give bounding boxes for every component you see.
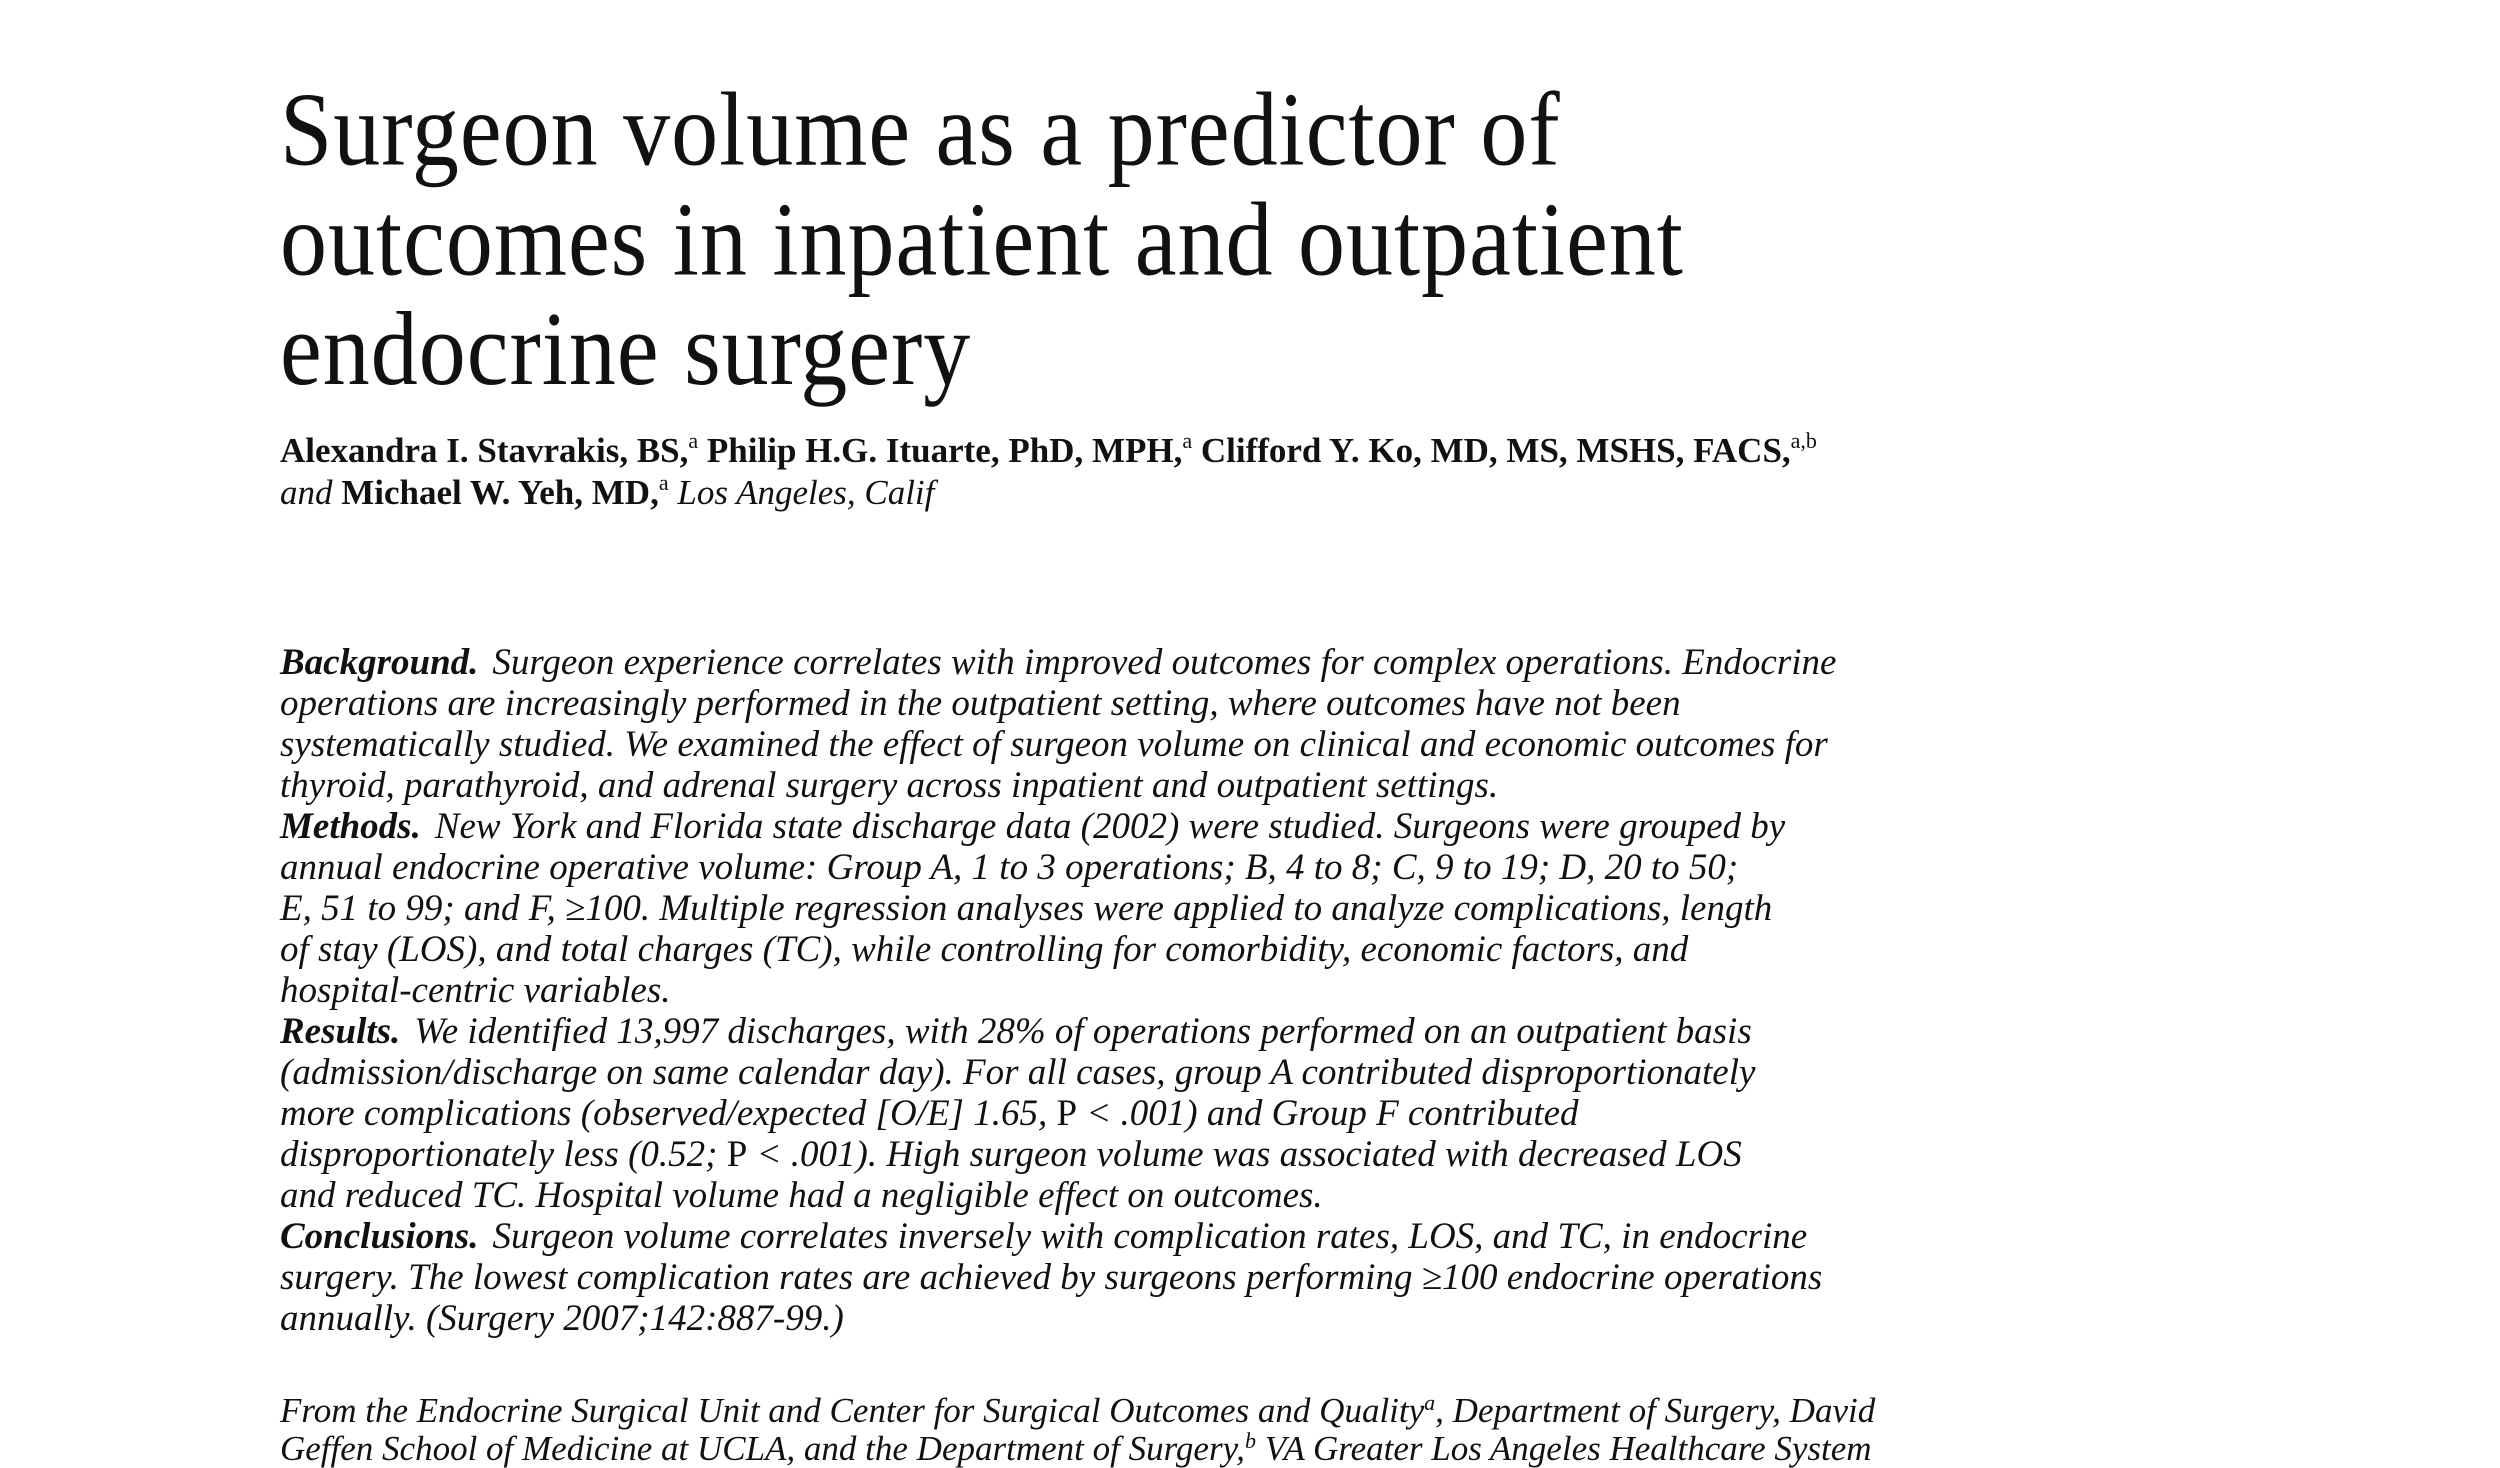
footnote-text: VA Greater Los Angeles Healthcare System (1255, 1429, 1872, 1468)
abstract-text: of stay (LOS), and total charges (TC), w… (280, 929, 1689, 970)
footnote-text: , Department of Surgery, David (1435, 1391, 1876, 1430)
abstract-text: hospital-centric variables. (280, 970, 671, 1011)
paper-title: Surgeon volume as a predictor of outcome… (280, 75, 2280, 404)
affiliation-mark: a (688, 428, 699, 453)
affiliation-footnote: From the Endocrine Surgical Unit and Cen… (280, 1392, 1875, 1468)
abstract-text: E, 51 to 99; and F, ≥100. Multiple regre… (280, 888, 1773, 929)
section-heading: Results. (280, 1011, 401, 1052)
author-name: Clifford Y. Ko, MD, MS, MSHS, FACS, (1192, 431, 1791, 470)
paper-page: Surgeon volume as a predictor of outcome… (280, 75, 2280, 1468)
conjunction: and (280, 473, 342, 512)
abstract-text: New York and Florida state discharge dat… (434, 806, 1786, 847)
affiliation-mark: a (1424, 1390, 1436, 1415)
abstract-results: Results. We identified 13,997 discharges,… (280, 1011, 2280, 1216)
footnote-text: Geffen School of Medicine at UCLA, and t… (280, 1429, 1245, 1468)
author-line: and Michael W. Yeh, MD,a Los Angeles, Ca… (280, 472, 1817, 514)
abstract-text: We identified 13,997 discharges, with 28… (414, 1011, 1752, 1052)
abstract: Background. Surgeon experience correlates… (280, 642, 2280, 1339)
abstract-methods: Methods. New York and Florida state disch… (280, 806, 2280, 1011)
section-heading: Methods. (280, 806, 421, 847)
abstract-text: surgery. The lowest complication rates a… (280, 1257, 1823, 1298)
section-heading: Conclusions. (280, 1216, 479, 1257)
abstract-text: and reduced TC. Hospital volume had a ne… (280, 1175, 1323, 1216)
abstract-text: systematically studied. We examined the … (280, 724, 1828, 765)
abstract-conclusions: Conclusions. Surgeon volume correlates in… (280, 1216, 2280, 1339)
abstract-text: operations are increasingly performed in… (280, 683, 1681, 724)
footnote-text: From the Endocrine Surgical Unit and Cen… (280, 1391, 1425, 1430)
affiliation-mark: a (1182, 428, 1193, 453)
author-list: Alexandra I. Stavrakis, BS,a Philip H.G.… (280, 430, 1817, 514)
affiliation-mark: a (658, 470, 669, 495)
title-line: Surgeon volume as a predictor of (280, 71, 1561, 189)
abstract-text: < .001). High surgeon volume was associa… (747, 1134, 1742, 1175)
author-location: Los Angeles, Calif (668, 473, 935, 512)
p-value-symbol: P (1056, 1093, 1078, 1134)
abstract-text: annual endocrine operative volume: Group… (280, 847, 1739, 888)
p-value-symbol: P (726, 1134, 748, 1175)
section-heading: Background. (280, 642, 479, 683)
title-line: outcomes in inpatient and outpatient (280, 181, 1684, 298)
abstract-text: more complications (observed/expected [O… (280, 1093, 1057, 1134)
author-name: Alexandra I. Stavrakis, BS, (280, 431, 689, 470)
affiliation-mark: b (1244, 1428, 1256, 1453)
abstract-text: annually. (Surgery 2007;142:887-99.) (280, 1298, 844, 1339)
author-name: Philip H.G. Ituarte, PhD, MPH, (698, 431, 1183, 470)
abstract-background: Background. Surgeon experience correlates… (280, 642, 2280, 806)
title-line: endocrine surgery (280, 291, 972, 408)
abstract-text: thyroid, parathyroid, and adrenal surger… (280, 765, 1499, 806)
author-name: Michael W. Yeh, MD, (341, 473, 659, 512)
affiliation-mark: a,b (1790, 428, 1817, 453)
abstract-text: disproportionately less (0.52; (280, 1134, 727, 1175)
abstract-text: < .001) and Group F contributed (1077, 1093, 1579, 1134)
abstract-text: Surgeon volume correlates inversely with… (492, 1216, 1808, 1257)
abstract-text: (admission/discharge on same calendar da… (280, 1052, 1756, 1093)
abstract-text: Surgeon experience correlates with impro… (492, 642, 1837, 683)
author-line: Alexandra I. Stavrakis, BS,a Philip H.G.… (280, 430, 1817, 472)
